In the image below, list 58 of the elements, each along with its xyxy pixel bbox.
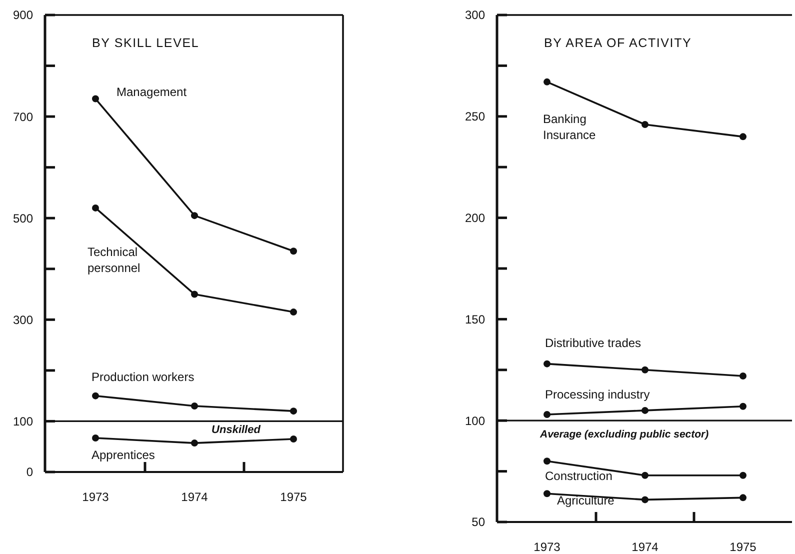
point bbox=[92, 434, 99, 442]
x-tick-label: 1973 bbox=[82, 490, 110, 504]
point bbox=[191, 290, 198, 298]
x-tick-label: 1973 bbox=[534, 540, 561, 554]
point bbox=[92, 204, 99, 212]
x-tick-label: 1974 bbox=[632, 540, 659, 554]
point bbox=[290, 308, 297, 316]
x-tick-label: 1975 bbox=[280, 490, 308, 504]
point bbox=[642, 472, 648, 479]
series-label: Technical personnel bbox=[88, 244, 140, 275]
point bbox=[740, 133, 746, 140]
point bbox=[642, 406, 648, 414]
series-label: Management bbox=[116, 84, 188, 99]
point bbox=[191, 212, 198, 220]
series-label: Production workers bbox=[92, 370, 194, 384]
series-label: Banking Insurance bbox=[543, 112, 596, 142]
series-label: Apprentices bbox=[92, 448, 155, 462]
point bbox=[191, 402, 198, 410]
y-tick-label: 100 bbox=[12, 414, 34, 428]
point bbox=[740, 372, 746, 380]
point bbox=[92, 392, 99, 400]
point bbox=[290, 248, 297, 255]
ref-line-label: Average (excluding public sector) bbox=[539, 428, 710, 441]
point bbox=[544, 360, 550, 368]
series-label: Distributive trades bbox=[545, 336, 642, 350]
point bbox=[290, 435, 297, 442]
y-tick-label: 0 bbox=[26, 465, 34, 480]
point bbox=[544, 411, 550, 418]
point bbox=[740, 472, 746, 479]
y-tick-label: 300 bbox=[464, 8, 486, 22]
point bbox=[642, 496, 648, 504]
y-tick-label: 900 bbox=[12, 8, 34, 22]
point bbox=[191, 440, 198, 447]
y-tick-label: 50 bbox=[472, 515, 486, 530]
point bbox=[544, 78, 550, 86]
point bbox=[92, 95, 99, 102]
point bbox=[544, 458, 550, 465]
series-label: Agriculture bbox=[557, 494, 615, 508]
point bbox=[290, 408, 297, 415]
x-tick-label: 1975 bbox=[730, 540, 757, 554]
y-tick-label: 500 bbox=[12, 211, 34, 226]
text: BY SKILL LEVEL bbox=[92, 36, 200, 50]
y-tick-label: 200 bbox=[464, 211, 486, 225]
point bbox=[740, 494, 746, 502]
point bbox=[642, 121, 648, 128]
y-tick-label: 250 bbox=[464, 110, 486, 124]
y-tick-label: 150 bbox=[464, 312, 486, 326]
y-tick-label: 300 bbox=[12, 312, 34, 327]
x-tick-label: 1974 bbox=[181, 490, 208, 504]
text: BY AREA OF ACTIVITY bbox=[544, 36, 692, 50]
series-label: Construction bbox=[545, 469, 612, 484]
series-label: Processing industry bbox=[545, 388, 650, 402]
y-tick-label: 700 bbox=[12, 110, 34, 124]
y-tick-label: 100 bbox=[464, 414, 486, 428]
annotation: Unskilled bbox=[212, 424, 261, 436]
point bbox=[740, 402, 746, 410]
point bbox=[642, 366, 648, 374]
point bbox=[544, 490, 550, 498]
